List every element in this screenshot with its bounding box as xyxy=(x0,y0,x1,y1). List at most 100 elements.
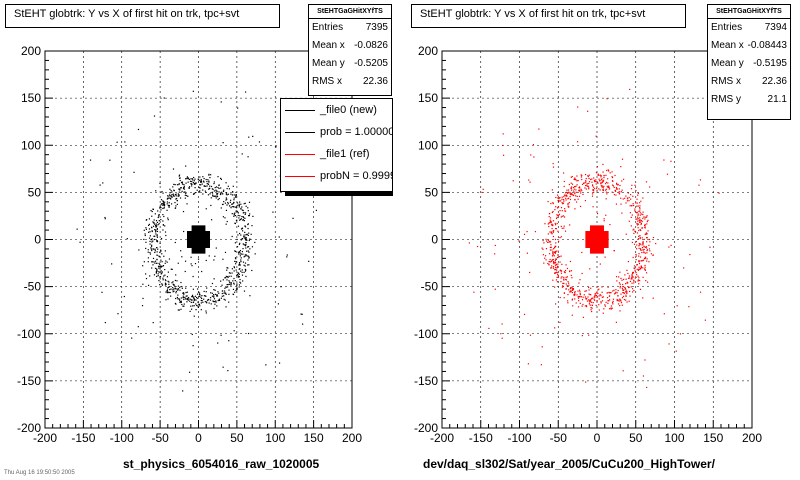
data-point xyxy=(625,195,627,197)
data-point xyxy=(275,146,277,148)
data-point xyxy=(584,305,586,307)
data-point xyxy=(238,243,241,246)
data-point xyxy=(239,242,241,244)
data-point xyxy=(636,232,639,234)
data-point xyxy=(592,189,594,191)
data-point xyxy=(639,208,641,210)
data-point xyxy=(241,238,244,240)
data-point xyxy=(606,297,609,299)
data-point xyxy=(159,263,161,266)
data-point xyxy=(652,297,654,299)
data-point xyxy=(214,303,216,305)
data-point xyxy=(245,239,247,241)
data-point xyxy=(642,213,644,216)
data-point xyxy=(633,228,635,230)
data-point xyxy=(185,165,187,167)
data-point xyxy=(589,268,591,270)
data-point xyxy=(182,296,184,299)
data-point xyxy=(235,289,237,292)
data-point xyxy=(144,233,146,235)
data-point xyxy=(154,223,156,225)
data-core xyxy=(186,231,211,248)
data-point xyxy=(632,256,634,259)
data-point xyxy=(248,136,250,138)
data-point xyxy=(150,239,153,241)
data-point xyxy=(644,225,646,227)
data-point xyxy=(562,282,564,285)
data-point xyxy=(172,291,174,293)
data-point xyxy=(594,181,596,183)
stats-label: RMS x xyxy=(711,76,741,87)
data-point xyxy=(191,185,193,187)
data-point xyxy=(556,272,558,274)
data-point xyxy=(189,180,192,182)
data-point xyxy=(201,300,203,302)
data-point xyxy=(124,141,126,143)
data-point xyxy=(614,174,616,177)
data-point xyxy=(640,266,643,269)
data-point xyxy=(631,241,633,244)
data-point xyxy=(591,193,594,195)
data-point xyxy=(594,295,596,297)
data-point xyxy=(207,183,209,185)
data-point xyxy=(188,187,190,189)
data-point xyxy=(576,141,579,143)
data-point xyxy=(156,262,158,264)
data-point xyxy=(178,195,180,197)
data-point xyxy=(233,330,235,332)
data-point xyxy=(633,289,635,292)
legend-entry: _file1 (ref) xyxy=(281,143,392,165)
data-point xyxy=(216,194,218,196)
stats-label: RMS x xyxy=(312,76,342,87)
data-point xyxy=(192,90,194,92)
data-point xyxy=(562,215,565,217)
data-point xyxy=(244,237,246,240)
data-point xyxy=(547,233,549,235)
data-point xyxy=(168,258,171,260)
stats-value: -0.5205 xyxy=(354,58,388,69)
data-point xyxy=(639,212,641,214)
data-point xyxy=(578,186,581,188)
data-point xyxy=(164,262,166,264)
data-point xyxy=(542,254,544,256)
data-point xyxy=(192,296,195,298)
data-point xyxy=(547,241,549,243)
data-point xyxy=(187,298,189,300)
data-point xyxy=(193,298,195,300)
data-point xyxy=(560,216,562,218)
data-point xyxy=(584,200,587,202)
data-core xyxy=(585,231,609,248)
data-point xyxy=(228,293,230,295)
data-point xyxy=(221,292,223,295)
data-point xyxy=(586,183,588,185)
data-point xyxy=(181,181,184,183)
x-tick-label: -50 xyxy=(550,431,568,445)
data-point xyxy=(147,249,149,251)
data-point xyxy=(177,193,179,195)
data-point xyxy=(587,175,589,178)
data-point xyxy=(605,181,608,183)
data-point xyxy=(574,291,576,293)
data-point xyxy=(206,185,208,187)
data-point xyxy=(247,234,249,237)
data-point xyxy=(592,206,594,208)
data-point xyxy=(641,220,643,223)
data-point xyxy=(570,291,572,293)
data-point xyxy=(315,209,317,212)
data-point xyxy=(644,268,646,270)
data-point xyxy=(190,263,192,265)
data-point xyxy=(167,298,169,300)
data-point xyxy=(155,271,157,273)
data-point xyxy=(301,313,303,315)
data-point xyxy=(178,183,180,186)
data-point xyxy=(236,283,238,285)
data-point xyxy=(559,321,561,324)
data-point xyxy=(225,306,227,308)
data-point xyxy=(206,287,208,289)
data-point xyxy=(233,266,235,268)
data-point xyxy=(601,182,603,184)
data-point xyxy=(159,276,161,278)
data-point xyxy=(637,238,640,240)
data-point xyxy=(300,313,302,315)
data-point xyxy=(552,262,555,264)
